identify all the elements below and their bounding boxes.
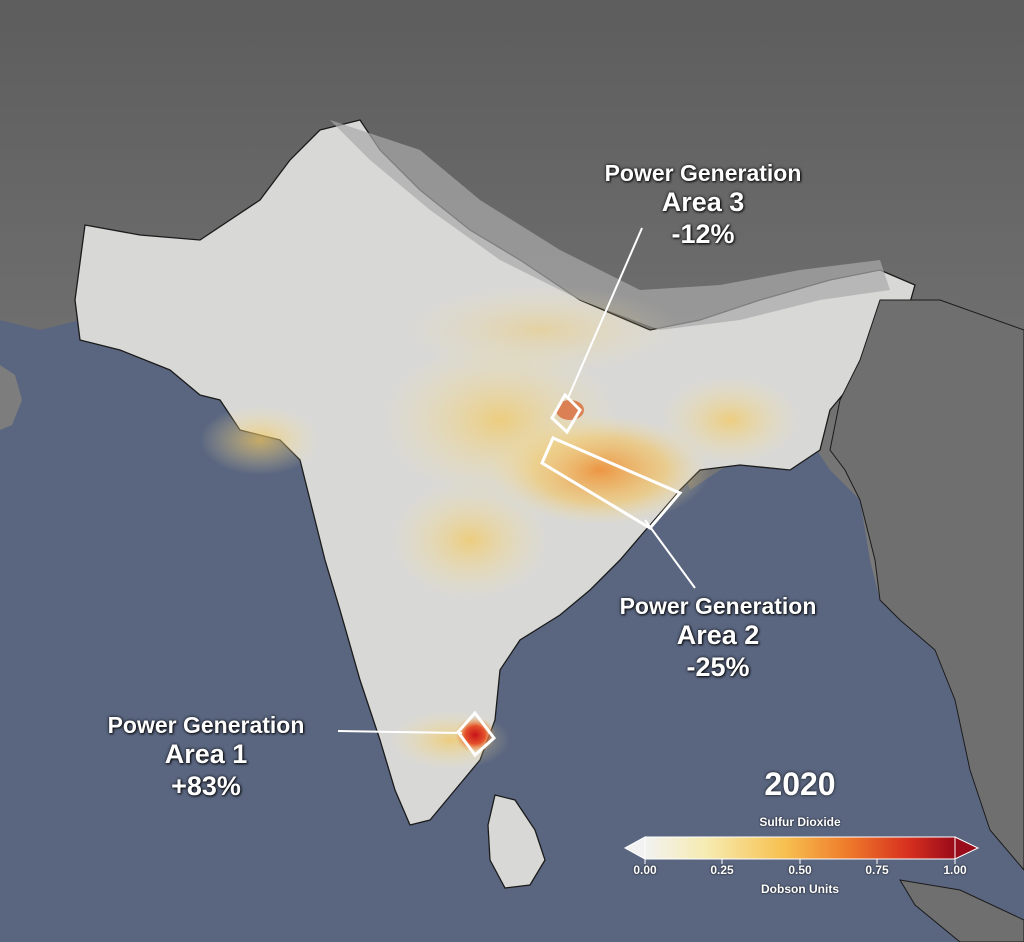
himalaya-band — [330, 120, 890, 330]
annotation-area3: Power Generation Area 3 -12% — [583, 160, 823, 251]
area3-name: Area 3 — [661, 187, 745, 218]
colorbar-tick-0: 0.00 — [633, 863, 657, 877]
units-label: Dobson Units — [761, 882, 839, 896]
colorbar-tick-1: 0.25 — [710, 863, 734, 877]
area1-change: +83% — [171, 770, 241, 801]
sri-lanka — [487, 794, 546, 889]
colorbar — [623, 836, 980, 864]
so2-plume-gangetic — [400, 285, 680, 375]
colorbar-tick-2: 0.50 — [788, 863, 812, 877]
area1-box — [456, 710, 497, 758]
area1-title: Power Generation — [107, 712, 305, 738]
annotation-area1: Power Generation Area 1 +83% — [86, 712, 326, 803]
land-east — [829, 299, 1024, 871]
year-label: 2020 — [764, 766, 836, 802]
area2-leader — [644, 519, 696, 589]
colorbar-tick-4: 1.00 — [943, 863, 967, 877]
area3-change: -12% — [671, 218, 735, 249]
area3-box — [550, 392, 582, 435]
land-sumatra — [899, 879, 1024, 942]
colorbar-tick-3: 0.75 — [865, 863, 889, 877]
so2-plume-west — [200, 405, 320, 475]
land-west-coast — [0, 365, 22, 430]
area1-name: Area 1 — [164, 739, 248, 770]
variable-label: Sulfur Dioxide — [759, 815, 841, 829]
annotation-area2: Power Generation Area 2 -25% — [598, 593, 838, 684]
area3-leader — [567, 227, 643, 399]
so2-plume-central — [380, 340, 620, 500]
so2-plume-bengal — [660, 375, 800, 465]
so2-plume-deccan — [390, 480, 550, 600]
area2-name: Area 2 — [676, 620, 760, 651]
area1-leader — [337, 730, 463, 734]
area3-title: Power Generation — [604, 160, 802, 186]
area2-title: Power Generation — [619, 593, 817, 619]
area2-change: -25% — [686, 651, 750, 682]
